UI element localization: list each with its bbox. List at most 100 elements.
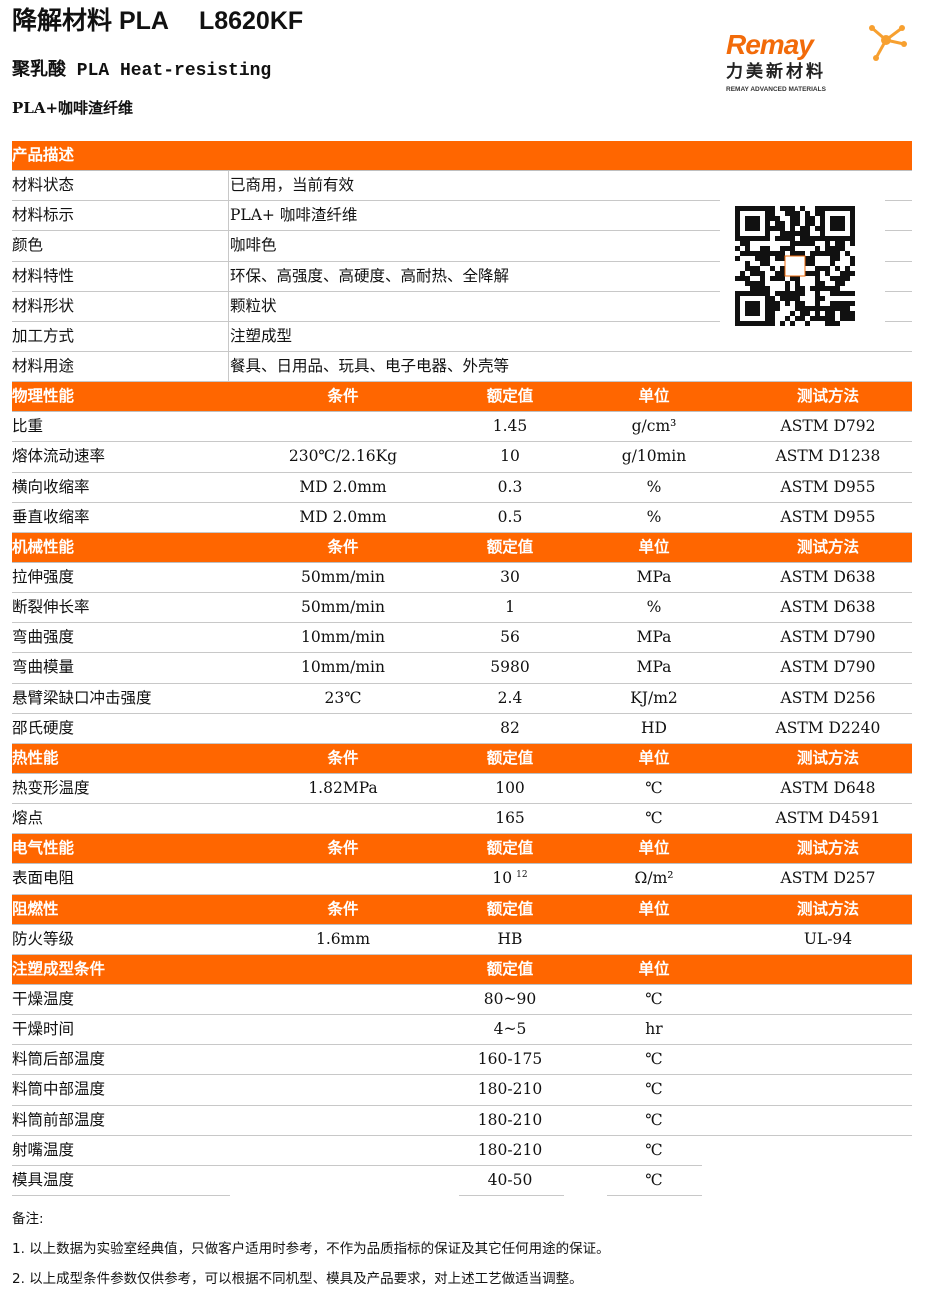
section-header: 注塑成型条件 额定值 单位 [12,954,912,985]
column-header: 额定值 [486,387,534,406]
test-method: ASTM D790 [780,628,876,647]
row-label: 比重 [12,417,44,436]
test-method: ASTM D638 [780,598,876,617]
row-label: 表面电阻 [12,869,75,888]
test-method: ASTM D955 [780,507,876,526]
row-label: 防火等级 [12,929,75,948]
section-title: 产品描述 [12,146,75,164]
table-row: 弯曲模量 10mm/min 5980 MPa ASTM D790 [12,653,912,684]
table-row: 断裂伸长率 50mm/min 1% ASTM D638 [12,593,912,624]
table-row: 干燥时间 4~5 hr [12,1015,912,1046]
column-header: 测试方法 [796,387,860,406]
condition: 230℃/2.16Kg [288,447,398,466]
row-label: 材料状态 [12,176,75,195]
column-header: 条件 [327,387,359,406]
section-title: 物理性能 [12,387,75,406]
column-header: 单位 [638,899,670,918]
value: HB [497,929,523,948]
row-label: 邵氏硬度 [12,718,75,737]
value-with-exponent: 10 12 [492,869,527,888]
condition: 1.82MPa [308,778,378,797]
unit: % [646,477,662,496]
notes-title: 备注: [12,1211,44,1227]
table-row: 料筒前部温度 180-210 ℃ [12,1106,912,1136]
condition: 23℃ [324,688,362,707]
table-row: 材料用途 餐具、日用品、玩具、电子电器、外壳等 [12,351,912,383]
molecule-icon [869,25,907,61]
column-header: 条件 [327,899,359,918]
table-row: 拉伸强度 50mm/min 30 MPa ASTM D638 [12,563,912,594]
row-label: 材料形状 [12,296,75,315]
value: 2.4 [497,688,523,707]
row-value: 环保、高强度、高硬度、高耐热、全降解 [230,266,510,285]
unit: ℃ [645,778,663,797]
value: 40-50 [487,1170,533,1189]
section-title: 注塑成型条件 [12,959,106,978]
table-row: 熔体流动速率 230℃/2.16Kg 10 g/10min ASTM D1238 [12,442,912,473]
unit: Ω/m² [634,869,674,888]
section-header: 热性能 条件 额定值 单位 测试方法 [12,743,912,774]
unit: % [646,598,662,617]
spec-table: 产品描述 材料状态 已商用，当前有效 材料标示 PLA+ 咖啡渣纤维 颜色 咖啡色 材料特性 环… [12,141,912,1196]
table-row: 射嘴温度 180-210 ℃ [12,1136,912,1166]
divider [12,1164,702,1166]
title-text: 降解材料 PLA [12,7,169,35]
unit: ℃ [645,1140,663,1159]
divider [12,1194,230,1196]
remay-logo: Remay 力美新材料 REMAY ADVANCED MATERIALS [724,20,910,100]
value: 0.5 [497,507,523,526]
row-label: 断裂伸长率 [12,598,90,617]
column-header: 单位 [638,959,670,978]
subtitle: 聚乳酸 PLA Heat-resisting [12,61,272,81]
row-label: 射嘴温度 [12,1140,75,1159]
table-row: 颜色 咖啡色 [12,231,912,262]
unit: % [646,507,662,526]
notes: 备注: 1. 以上数据为实验室经典值，只做客户适用时参考，不作为品质指标的保证及… [12,1208,610,1298]
row-label: 材料标示 [12,206,75,225]
unit: ℃ [645,1080,663,1099]
test-method: ASTM D257 [780,869,876,888]
row-label: 熔点 [12,809,44,828]
section-title: 热性能 [12,748,59,767]
row-value: 注塑成型 [230,326,293,345]
row-label: 拉伸强度 [12,567,75,586]
section-header: 产品描述 [12,141,912,172]
column-header: 单位 [638,748,670,767]
section-header: 物理性能 条件 额定值 单位 测试方法 [12,382,912,413]
value: 0.3 [497,477,523,496]
table-row: 干燥温度 80~90 ℃ [12,985,912,1016]
table-row: 加工方式 注塑成型 [12,321,912,353]
value: 82 [500,718,520,737]
value: 4~5 [493,1020,527,1039]
test-method: ASTM D256 [780,688,876,707]
condition: MD 2.0mm [299,477,387,496]
table-row: 材料状态 已商用，当前有效 [12,171,912,202]
value: 160-175 [477,1050,543,1069]
table-row: 材料形状 颗粒状 [12,291,912,322]
value: 1.45 [492,417,528,436]
row-label: 干燥温度 [12,989,75,1008]
value: 10 [492,869,513,888]
condition: MD 2.0mm [299,507,387,526]
value: 180-210 [477,1110,543,1129]
divider [459,1194,564,1196]
row-value: PLA+ 咖啡渣纤维 [230,206,358,225]
section-header: 电气性能 条件 额定值 单位 测试方法 [12,834,912,865]
column-header: 额定值 [486,899,534,918]
table-row: 横向收缩率 MD 2.0mm 0.3% ASTM D955 [12,473,912,503]
subtitle-material: PLA+咖啡渣纤维 [12,99,134,117]
section-title: 电气性能 [12,839,75,858]
row-label: 干燥时间 [12,1020,75,1039]
test-method: UL-94 [803,929,853,948]
row-label: 加工方式 [12,326,75,345]
logo-brand: Remay [726,29,814,60]
unit: ℃ [645,1170,663,1189]
section-header: 机械性能 条件 额定值 单位 测试方法 [12,532,912,563]
row-value: 已商用，当前有效 [230,176,355,195]
row-label: 料筒中部温度 [12,1080,106,1099]
test-method: ASTM D2240 [775,718,881,737]
row-label: 料筒后部温度 [12,1050,106,1069]
unit: g/cm³ [631,417,677,436]
table-row: 料筒后部温度 160-175 ℃ [12,1045,912,1076]
table-row: 邵氏硬度 82 HD ASTM D2240 [12,714,912,744]
